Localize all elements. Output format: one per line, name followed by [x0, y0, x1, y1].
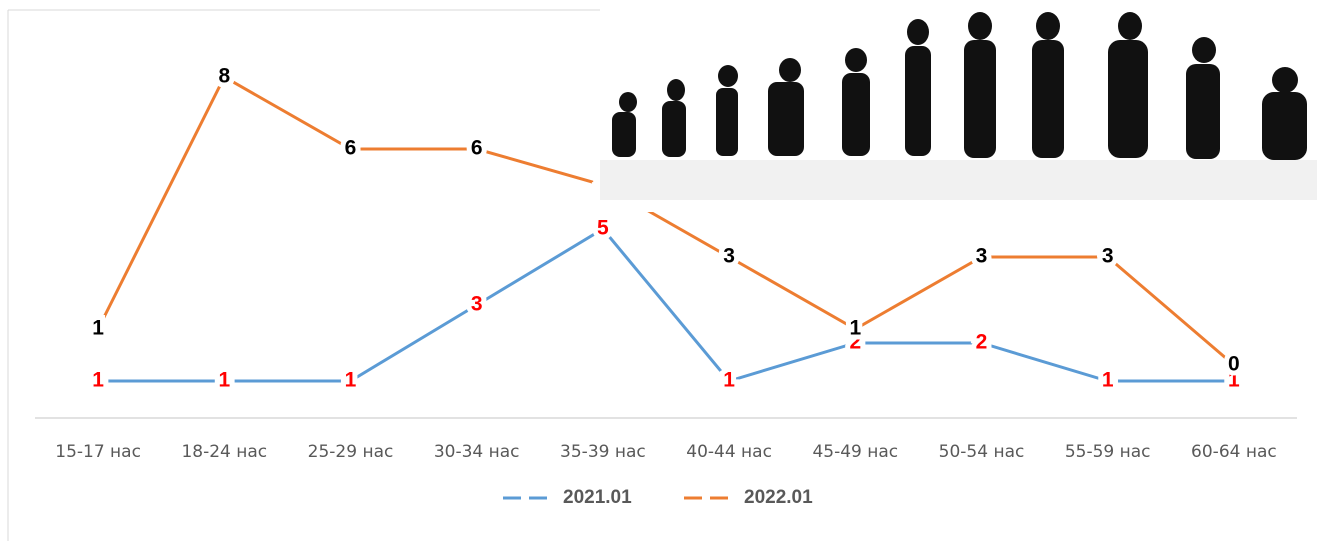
data-label: 3 [1102, 245, 1114, 268]
legend-label: 2021.01 [563, 487, 632, 508]
silhouettes [595, 12, 1317, 212]
series-line [98, 229, 1234, 381]
reflection [600, 160, 1317, 200]
data-label: 1 [345, 369, 357, 392]
data-label: 2 [976, 331, 988, 354]
x-tick-label: 55-59 нас [1065, 442, 1151, 462]
x-tick-label: 15-17 нас [55, 442, 141, 462]
data-label: 1 [218, 369, 230, 392]
x-tick-label: 50-54 нас [939, 442, 1025, 462]
x-tick-label: 18-24 нас [181, 442, 267, 462]
data-label: 5 [597, 217, 609, 240]
data-label: 8 [218, 65, 230, 88]
data-label: 0 [1228, 353, 1240, 376]
data-label: 3 [723, 245, 735, 268]
data-label: 6 [345, 137, 357, 160]
chart: 15-17 нас 18-24 нас 25-29 нас 30-34 нас 35-3… [0, 0, 1317, 541]
x-tick-label: 30-34 нас [434, 442, 520, 462]
data-label: 6 [471, 137, 483, 160]
data-label: 1 [849, 317, 861, 340]
data-label: 1 [92, 317, 104, 340]
data-label: 1 [1102, 369, 1114, 392]
data-label: 1 [723, 369, 735, 392]
x-tick-label: 60-64 нас [1191, 442, 1277, 462]
x-tick-label: 25-29 нас [308, 442, 394, 462]
data-label: 3 [471, 293, 483, 316]
x-tick-label: 40-44 нас [686, 442, 772, 462]
data-label: 1 [92, 369, 104, 392]
x-tick-label: 35-39 нас [560, 442, 646, 462]
data-label: 3 [976, 245, 988, 268]
legend: 2021.01 2022.01 [503, 487, 813, 508]
x-tick-label: 45-49 нас [812, 442, 898, 462]
legend-label: 2022.01 [744, 487, 813, 508]
